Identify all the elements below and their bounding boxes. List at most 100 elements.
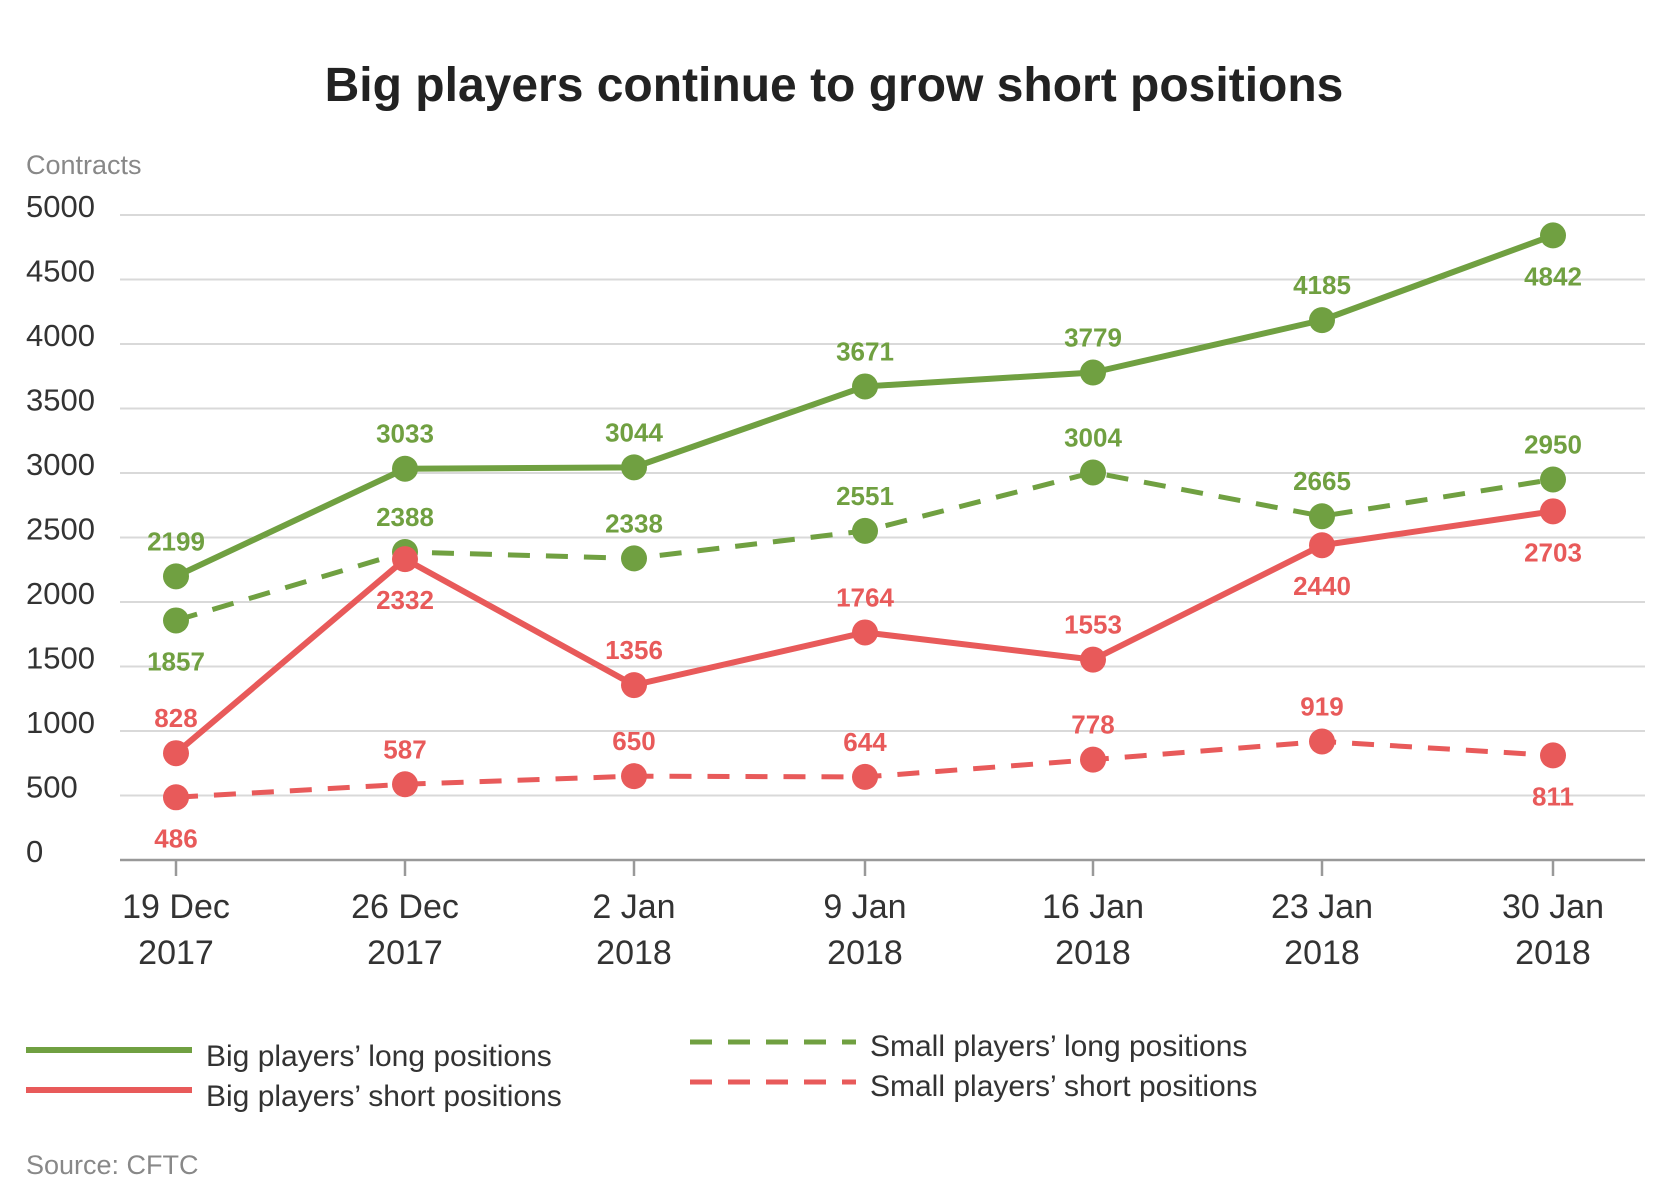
data-point: [163, 740, 189, 767]
data-point: [1080, 746, 1106, 773]
x-tick-label: 16 Jan: [1042, 888, 1144, 926]
legend-label-small-long: Small players’ long positions: [870, 1030, 1248, 1063]
y-tick-label: 5000: [26, 189, 95, 224]
data-label: 828: [154, 703, 197, 733]
data-label: 2440: [1293, 571, 1351, 601]
data-label: 3671: [836, 336, 894, 366]
data-labels-layer: 2199 3033 3044 3671 3779 4185 4842 1857 2388 2338…: [147, 261, 1582, 853]
y-tick-label: 3500: [26, 383, 95, 418]
data-point: [852, 373, 878, 400]
y-tick-label: 3000: [26, 447, 95, 482]
legend-item-small-long: Small players’ long positions: [690, 1030, 1330, 1070]
data-point: [1540, 222, 1566, 249]
data-label: 587: [383, 734, 426, 764]
legend-swatch-small-short: [690, 1079, 856, 1085]
data-point: [392, 455, 418, 482]
data-label: 2332: [376, 585, 434, 615]
y-tick-label: 1500: [26, 641, 95, 676]
data-label: 778: [1071, 710, 1114, 740]
data-label: 2551: [836, 481, 894, 511]
x-tick-label: 9 Jan: [823, 888, 906, 926]
data-point: [852, 517, 878, 544]
data-label: 3004: [1064, 422, 1122, 452]
chart-title: Big players continue to grow short posit…: [324, 59, 1344, 112]
x-tick-label: 23 Jan: [1271, 888, 1373, 926]
data-point: [1080, 646, 1106, 673]
x-tick-label: 2018: [1515, 934, 1591, 972]
data-label: 3044: [605, 417, 663, 447]
legend-label-big-short: Big players’ short positions: [206, 1080, 562, 1113]
data-label: 2703: [1524, 537, 1582, 567]
data-label: 2665: [1293, 466, 1351, 496]
y-tick-label: 0: [26, 834, 43, 869]
data-label: 4185: [1293, 270, 1351, 300]
data-label: 3779: [1064, 323, 1122, 353]
y-tick-label: 4500: [26, 254, 95, 289]
legend-swatch-big-long: [26, 1047, 192, 1053]
axis-layer: 0 500 1000 1500 2000 2500 3000 3500 4000 4500 5000…: [26, 189, 1645, 972]
data-point: [1080, 459, 1106, 486]
x-tick-label: 19 Dec: [122, 888, 230, 926]
data-label: 1857: [147, 646, 205, 676]
data-label: 2950: [1524, 429, 1582, 459]
x-tick-label: 2017: [367, 934, 443, 972]
data-label: 3033: [376, 419, 434, 449]
x-tick-label: 2018: [1284, 934, 1360, 972]
data-point: [621, 763, 647, 790]
data-label: 2338: [605, 508, 663, 538]
data-label: 2199: [147, 526, 205, 556]
y-tick-label: 2500: [26, 512, 95, 547]
data-point: [163, 607, 189, 634]
legend-item-big-short: Big players’ short positions: [26, 1080, 646, 1120]
y-tick-label: 1000: [26, 705, 95, 740]
legend-label-big-long: Big players’ long positions: [206, 1040, 552, 1073]
x-tick-label: 2018: [827, 934, 903, 972]
y-axis-label: Contracts: [26, 150, 142, 180]
x-tick-label: 2017: [138, 934, 214, 972]
data-point: [1309, 728, 1335, 755]
grid-layer: [120, 214, 1645, 797]
series-points-layer: [163, 222, 1566, 811]
data-label: 1356: [605, 635, 663, 665]
data-label: 1553: [1064, 610, 1122, 640]
data-point: [1540, 466, 1566, 493]
source-note: Source: CFTC: [26, 1150, 199, 1180]
x-tick-label: 2 Jan: [592, 888, 675, 926]
data-label: 811: [1532, 781, 1574, 811]
data-point: [392, 546, 418, 573]
data-label: 650: [612, 726, 655, 756]
data-point: [163, 784, 189, 811]
y-tick-label: 500: [26, 770, 78, 805]
data-point: [621, 454, 647, 481]
data-label: 4842: [1524, 261, 1582, 291]
data-point: [392, 771, 418, 798]
legend-label-small-short: Small players’ short positions: [870, 1070, 1258, 1103]
data-point: [1540, 498, 1566, 525]
legend-swatch-small-long: [690, 1039, 856, 1045]
data-point: [1540, 742, 1566, 769]
legend-item-small-short: Small players’ short positions: [690, 1070, 1350, 1110]
y-tick-label: 2000: [26, 576, 95, 611]
data-point: [621, 672, 647, 699]
data-point: [852, 763, 878, 790]
x-tick-label: 2018: [1055, 934, 1131, 972]
data-point: [1080, 359, 1106, 386]
x-tick-label: 26 Dec: [351, 888, 459, 926]
data-label: 644: [843, 727, 887, 757]
data-point: [852, 619, 878, 646]
x-tick-label: 30 Jan: [1502, 888, 1604, 926]
data-label: 486: [154, 823, 197, 853]
data-label: 919: [1300, 691, 1343, 721]
data-label: 1764: [836, 582, 894, 612]
legend-item-big-long: Big players’ long positions: [26, 1040, 626, 1080]
data-point: [1309, 532, 1335, 559]
y-tick-label: 4000: [26, 318, 95, 353]
data-point: [1309, 503, 1335, 530]
data-label: 2388: [376, 502, 434, 532]
data-point: [621, 545, 647, 572]
data-point: [163, 563, 189, 590]
legend-swatch-big-short: [26, 1087, 192, 1093]
x-tick-label: 2018: [596, 934, 672, 972]
data-point: [1309, 307, 1335, 334]
